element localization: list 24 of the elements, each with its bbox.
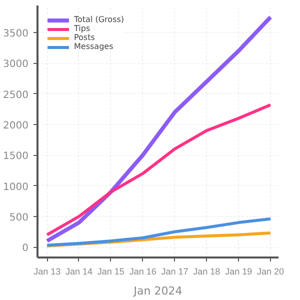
y-tick-label: 500 xyxy=(9,212,29,224)
x-tick-label: Jan 19 xyxy=(225,266,252,276)
x-tick-label: Jan 13 xyxy=(34,266,61,276)
x-tick-label: Jan 20 xyxy=(257,266,284,276)
y-tick-label: 0 xyxy=(22,243,29,254)
x-tick-label: Jan 14 xyxy=(65,266,93,276)
y-tick-label: 1000 xyxy=(3,182,29,193)
legend-label: Tips xyxy=(74,24,92,33)
y-tick-label: 1500 xyxy=(3,151,29,162)
legend-label: Messages xyxy=(74,42,114,51)
x-axis-title: Jan 2024 xyxy=(132,284,182,298)
x-tick-label: Jan 16 xyxy=(129,266,156,276)
y-tick-label: 2500 xyxy=(3,90,29,101)
legend-label: Total (Gross) xyxy=(74,15,124,24)
line-series xyxy=(46,103,272,236)
line-series xyxy=(46,217,272,247)
x-tick-label: Jan 15 xyxy=(97,266,124,276)
x-tick-label: Jan 17 xyxy=(161,266,188,276)
x-tick-label: Jan 18 xyxy=(193,266,220,276)
y-tick-label: 3500 xyxy=(3,28,29,40)
y-tick-label: 3000 xyxy=(3,59,29,70)
line-series xyxy=(45,15,273,243)
y-tick-label: 2000 xyxy=(3,120,29,132)
legend-label: Posts xyxy=(74,33,95,42)
